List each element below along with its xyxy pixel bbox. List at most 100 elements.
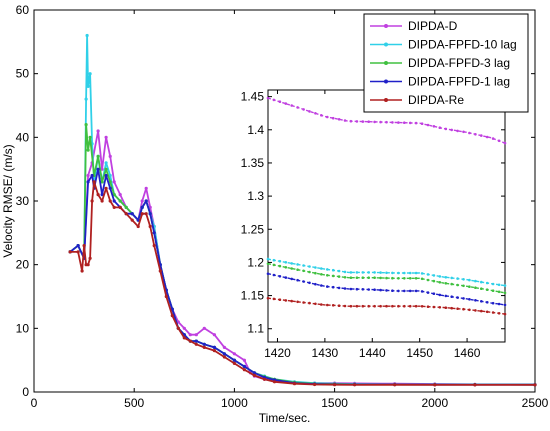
inset-data-point (468, 131, 471, 135)
inset-data-point (302, 280, 305, 283)
inset-data-point (326, 285, 329, 288)
inset-data-point (302, 264, 305, 267)
inset-data-point (397, 304, 400, 308)
inset-data-point (426, 305, 430, 309)
inset-data-point (403, 271, 406, 275)
inset-data-point (450, 306, 454, 310)
inset-data-point (462, 278, 465, 281)
inset-series-line (267, 273, 506, 306)
data-point (433, 383, 437, 387)
inset-data-point (326, 274, 329, 277)
data-point (533, 383, 537, 387)
inset-data-point (290, 267, 294, 270)
inset-data-point (497, 312, 501, 315)
inset-data-point (320, 303, 323, 306)
data-point (84, 123, 88, 127)
inset-data-point (474, 299, 477, 302)
inset-data-point (296, 278, 299, 282)
data-point (182, 326, 186, 330)
legend-swatch-marker (384, 61, 388, 65)
inset-data-point (296, 268, 299, 272)
inset-y-tick-label: 1.2 (247, 255, 264, 269)
data-point (202, 326, 206, 330)
data-point (92, 180, 96, 184)
inset-data-point (355, 276, 359, 280)
inset-data-point (397, 289, 400, 293)
inset-y-tick-label: 1.45 (241, 90, 265, 104)
inset-data-point (480, 300, 483, 303)
data-point (222, 355, 226, 359)
data-point (108, 173, 112, 178)
x-tick-label: 2000 (421, 396, 448, 410)
inset-data-point (444, 306, 448, 310)
data-point (104, 135, 108, 139)
data-point (242, 364, 246, 369)
inset-data-point (468, 308, 471, 312)
data-point (124, 212, 128, 216)
data-point (104, 173, 108, 178)
inset-data-point (302, 269, 305, 273)
data-point (104, 167, 108, 171)
data-point (90, 173, 94, 178)
data-point (194, 333, 198, 337)
data-point (136, 218, 140, 222)
legend-item: DIPDA-FPFD-10 lag (370, 38, 517, 52)
inset-series-dipda-re (266, 296, 507, 316)
inset-data-point (420, 277, 424, 281)
data-point (313, 382, 317, 387)
inset-data-point (403, 304, 406, 308)
inset-data-point (337, 286, 341, 290)
y-tick-label: 50 (16, 67, 30, 81)
data-point (144, 186, 148, 190)
x-tick-label: 1000 (221, 396, 248, 410)
data-point (262, 377, 267, 381)
inset-data-point (450, 276, 454, 280)
data-point (96, 167, 100, 171)
inset-data-point (272, 273, 276, 277)
data-point (108, 154, 112, 158)
inset-data-point (408, 304, 412, 308)
inset-data-point (414, 277, 418, 280)
data-point (170, 314, 174, 318)
inset-data-point (456, 283, 459, 287)
inset-data-point (474, 279, 477, 283)
inset-data-point (485, 301, 489, 304)
inset-data-point (308, 265, 311, 268)
data-point (118, 205, 122, 209)
inset-data-point (397, 277, 400, 280)
data-point (104, 186, 108, 190)
legend-label: DIPDA-Re (408, 93, 464, 107)
inset-data-point (497, 290, 501, 294)
inset-data-point (503, 284, 507, 287)
inset-data-point (320, 114, 323, 117)
data-point (130, 218, 134, 222)
legend-item: DIPDA-D (370, 19, 458, 33)
inset-data-point (314, 282, 317, 286)
inset-data-point (343, 270, 347, 274)
data-point (112, 205, 116, 209)
inset-x-tick-label: 1450 (406, 346, 433, 360)
inset-data-point (432, 125, 436, 128)
data-point (112, 193, 116, 197)
x-axis-label: Time/sec. (259, 411, 311, 425)
data-point (140, 212, 144, 216)
data-point (176, 326, 180, 330)
data-point (170, 307, 174, 311)
inset-data-point (420, 305, 424, 308)
inset-data-point (391, 276, 394, 280)
inset-data-point (408, 271, 412, 275)
inset-data-point (420, 122, 424, 125)
inset-data-point (296, 263, 299, 266)
inset-data-point (355, 304, 359, 308)
data-point (86, 148, 90, 152)
inset-data-point (480, 280, 483, 284)
data-point (202, 345, 206, 349)
inset-data-point (373, 304, 376, 308)
inset-plot-area (267, 89, 506, 343)
inset-data-point (432, 274, 436, 277)
inset-x-tick-label: 1440 (359, 346, 386, 360)
data-point (148, 224, 152, 229)
data-point (85, 33, 89, 38)
data-point (82, 244, 86, 248)
data-point (182, 336, 186, 340)
